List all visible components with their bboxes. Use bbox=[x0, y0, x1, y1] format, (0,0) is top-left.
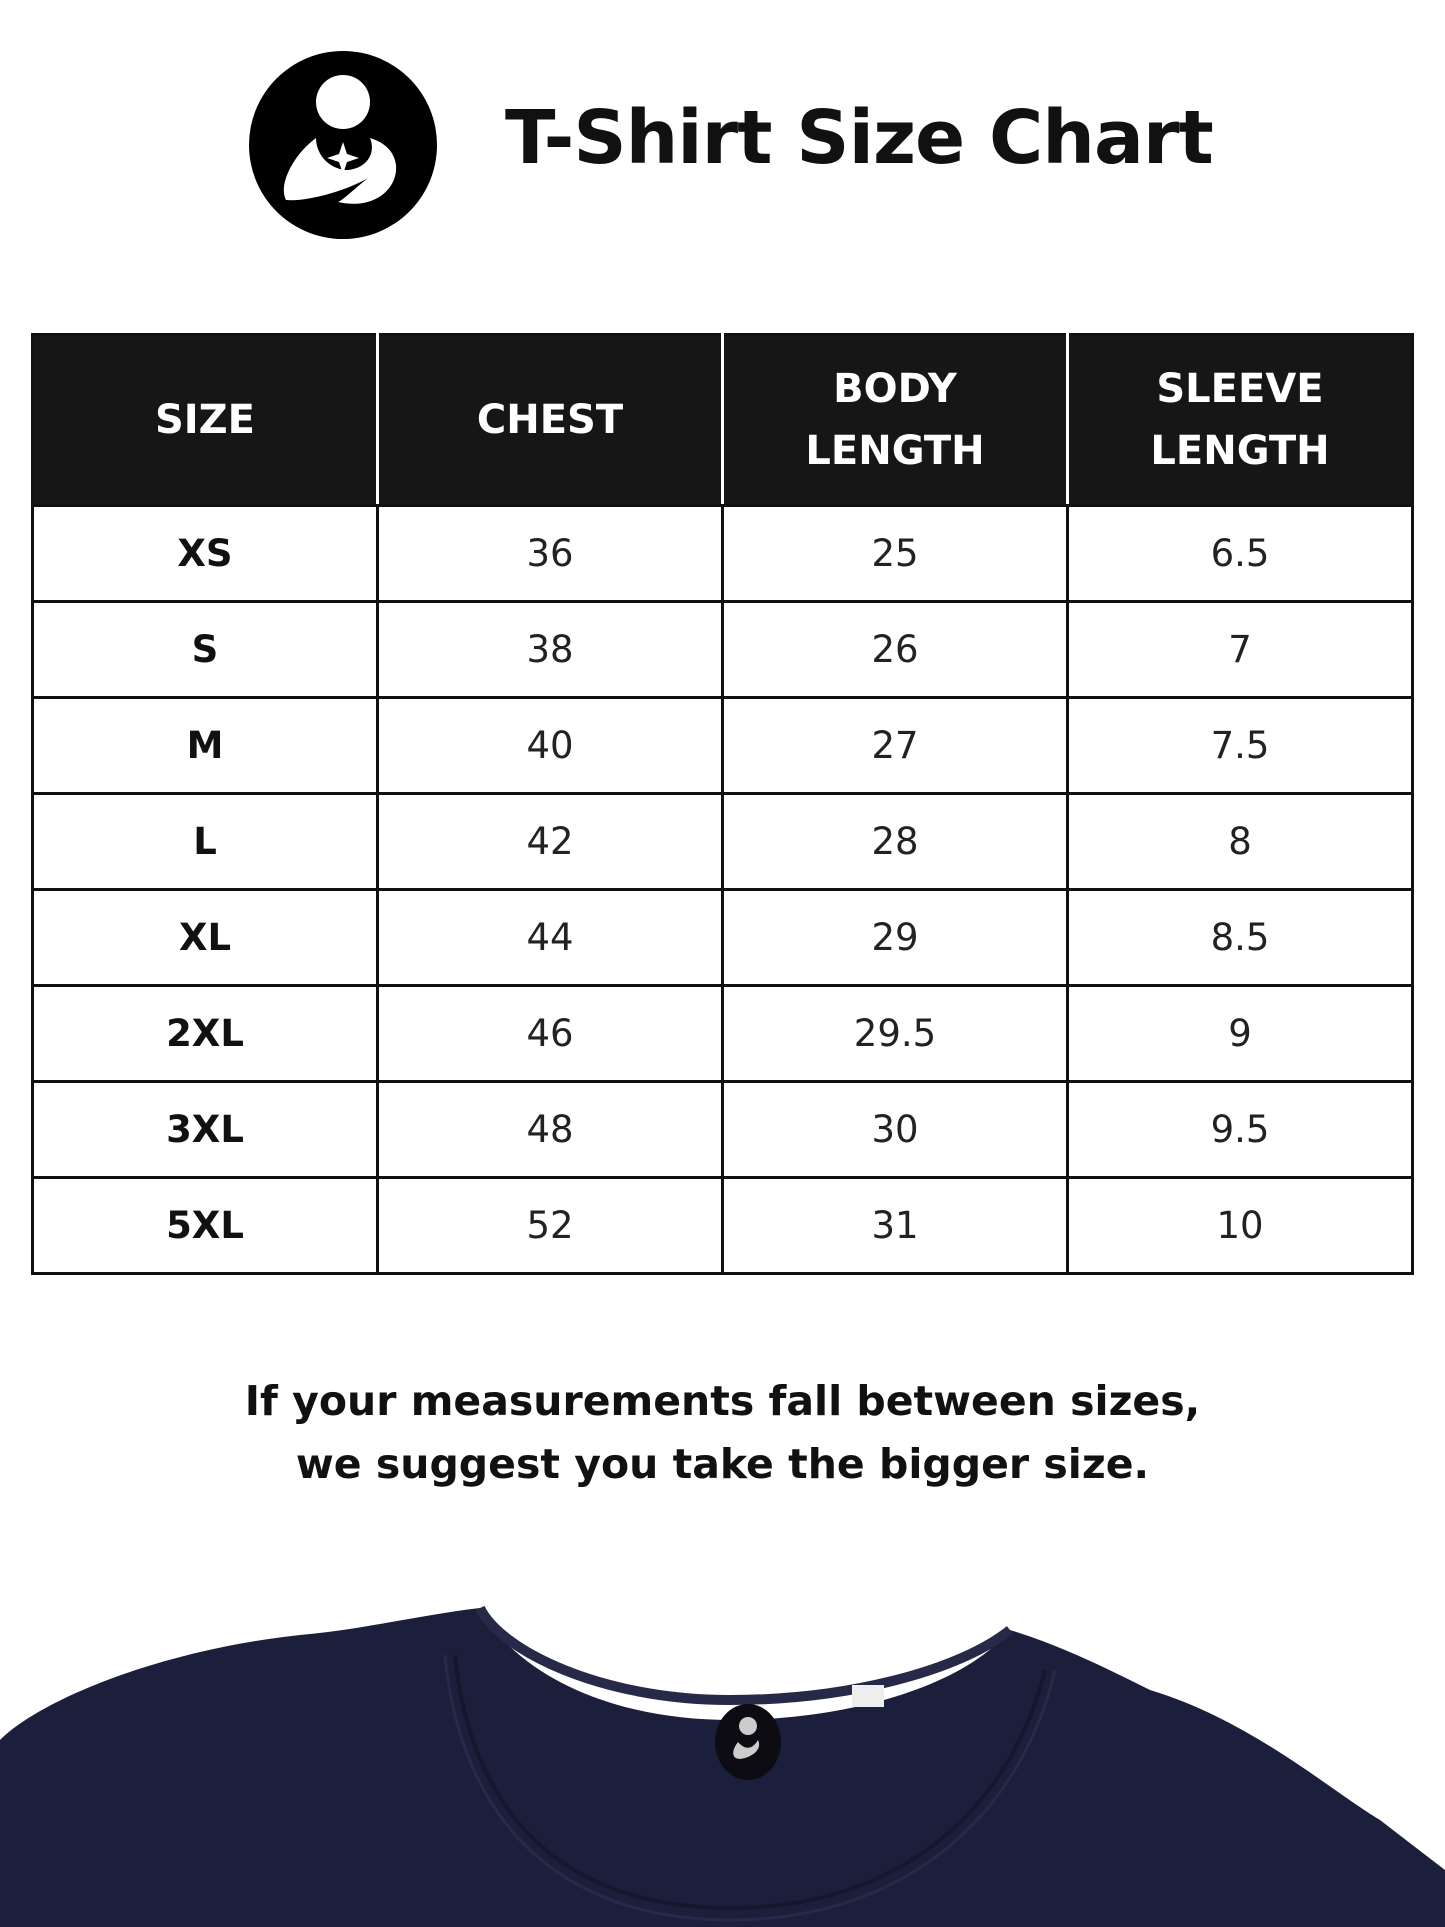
measurement-cell: 48 bbox=[376, 1080, 724, 1179]
column-header-line: BODY bbox=[833, 366, 957, 412]
measurement-cell: 29 bbox=[721, 888, 1069, 987]
measurement-cell: 9 bbox=[1066, 984, 1414, 1083]
size-cell: XL bbox=[31, 888, 379, 987]
size-cell: L bbox=[31, 792, 379, 891]
table-row: S 38 26 7 bbox=[31, 600, 1414, 699]
measurement-cell: 31 bbox=[721, 1176, 1069, 1275]
size-cell: 3XL bbox=[31, 1080, 379, 1179]
logo-icon bbox=[249, 51, 437, 239]
table-row: XL 44 29 8.5 bbox=[31, 888, 1414, 987]
measurement-cell: 25 bbox=[721, 504, 1069, 603]
column-header: BODY LENGTH bbox=[721, 333, 1069, 507]
tshirt-image bbox=[0, 1605, 1445, 1927]
measurement-cell: 36 bbox=[376, 504, 724, 603]
measurement-cell: 44 bbox=[376, 888, 724, 987]
table-row: M 40 27 7.5 bbox=[31, 696, 1414, 795]
note-line-1: If your measurements fall between sizes, bbox=[244, 1377, 1201, 1425]
size-cell: XS bbox=[31, 504, 379, 603]
measurement-cell: 30 bbox=[721, 1080, 1069, 1179]
measurement-cell: 42 bbox=[376, 792, 724, 891]
measurement-cell: 46 bbox=[376, 984, 724, 1083]
column-header-line: SIZE bbox=[154, 397, 256, 443]
measurement-cell: 6.5 bbox=[1066, 504, 1414, 603]
column-header-line: SLEEVE bbox=[1156, 366, 1324, 412]
size-advice-note: If your measurements fall between sizes,… bbox=[0, 1370, 1445, 1496]
size-cell: 5XL bbox=[31, 1176, 379, 1275]
measurement-cell: 7 bbox=[1066, 600, 1414, 699]
measurement-cell: 9.5 bbox=[1066, 1080, 1414, 1179]
page-title: T-Shirt Size Chart bbox=[505, 95, 1214, 181]
size-chart-table: SIZE CHEST BODY LENGTH SLEEVE LENGTH XS 36 25 6.… bbox=[31, 333, 1414, 1275]
measurement-cell: 29.5 bbox=[721, 984, 1069, 1083]
note-line-2: we suggest you take the bigger size. bbox=[295, 1440, 1150, 1488]
measurement-cell: 40 bbox=[376, 696, 724, 795]
column-header-line: LENGTH bbox=[1150, 428, 1330, 474]
size-cell: M bbox=[31, 696, 379, 795]
measurement-cell: 38 bbox=[376, 600, 724, 699]
column-header: SIZE bbox=[31, 333, 379, 507]
table-row: 2XL 46 29.5 9 bbox=[31, 984, 1414, 1083]
table-row: L 42 28 8 bbox=[31, 792, 1414, 891]
measurement-cell: 8 bbox=[1066, 792, 1414, 891]
table-row: 3XL 48 30 9.5 bbox=[31, 1080, 1414, 1179]
size-cell: 2XL bbox=[31, 984, 379, 1083]
table-row: XS 36 25 6.5 bbox=[31, 504, 1414, 603]
measurement-cell: 28 bbox=[721, 792, 1069, 891]
measurement-cell: 27 bbox=[721, 696, 1069, 795]
measurement-cell: 10 bbox=[1066, 1176, 1414, 1275]
measurement-cell: 26 bbox=[721, 600, 1069, 699]
column-header: CHEST bbox=[376, 333, 724, 507]
column-header-line: CHEST bbox=[476, 397, 624, 443]
column-header-line: LENGTH bbox=[805, 428, 985, 474]
column-header: SLEEVE LENGTH bbox=[1066, 333, 1414, 507]
table-row: 5XL 52 31 10 bbox=[31, 1176, 1414, 1275]
measurement-cell: 52 bbox=[376, 1176, 724, 1275]
measurement-cell: 7.5 bbox=[1066, 696, 1414, 795]
size-cell: S bbox=[31, 600, 379, 699]
measurement-cell: 8.5 bbox=[1066, 888, 1414, 987]
